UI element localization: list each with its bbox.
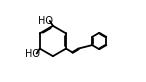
Text: HO: HO bbox=[25, 49, 40, 59]
Text: HO: HO bbox=[38, 16, 53, 26]
